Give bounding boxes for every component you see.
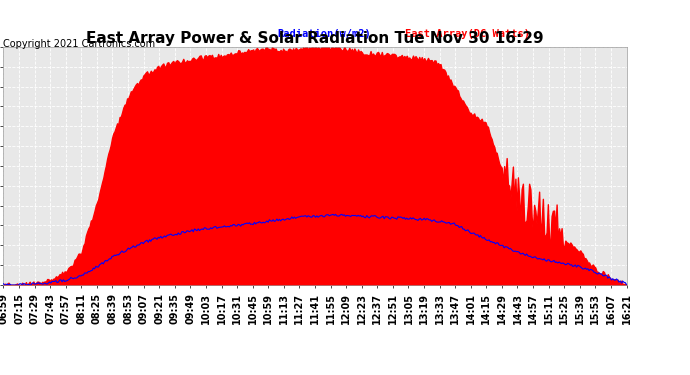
- Title: East Array Power & Solar Radiation Tue Nov 30 16:29: East Array Power & Solar Radiation Tue N…: [86, 31, 544, 46]
- Text: Copyright 2021 Cartronics.com: Copyright 2021 Cartronics.com: [3, 39, 155, 50]
- Text: East Array(DC Watts): East Array(DC Watts): [405, 28, 531, 39]
- Text: Radiation(w/m2): Radiation(w/m2): [277, 28, 371, 39]
